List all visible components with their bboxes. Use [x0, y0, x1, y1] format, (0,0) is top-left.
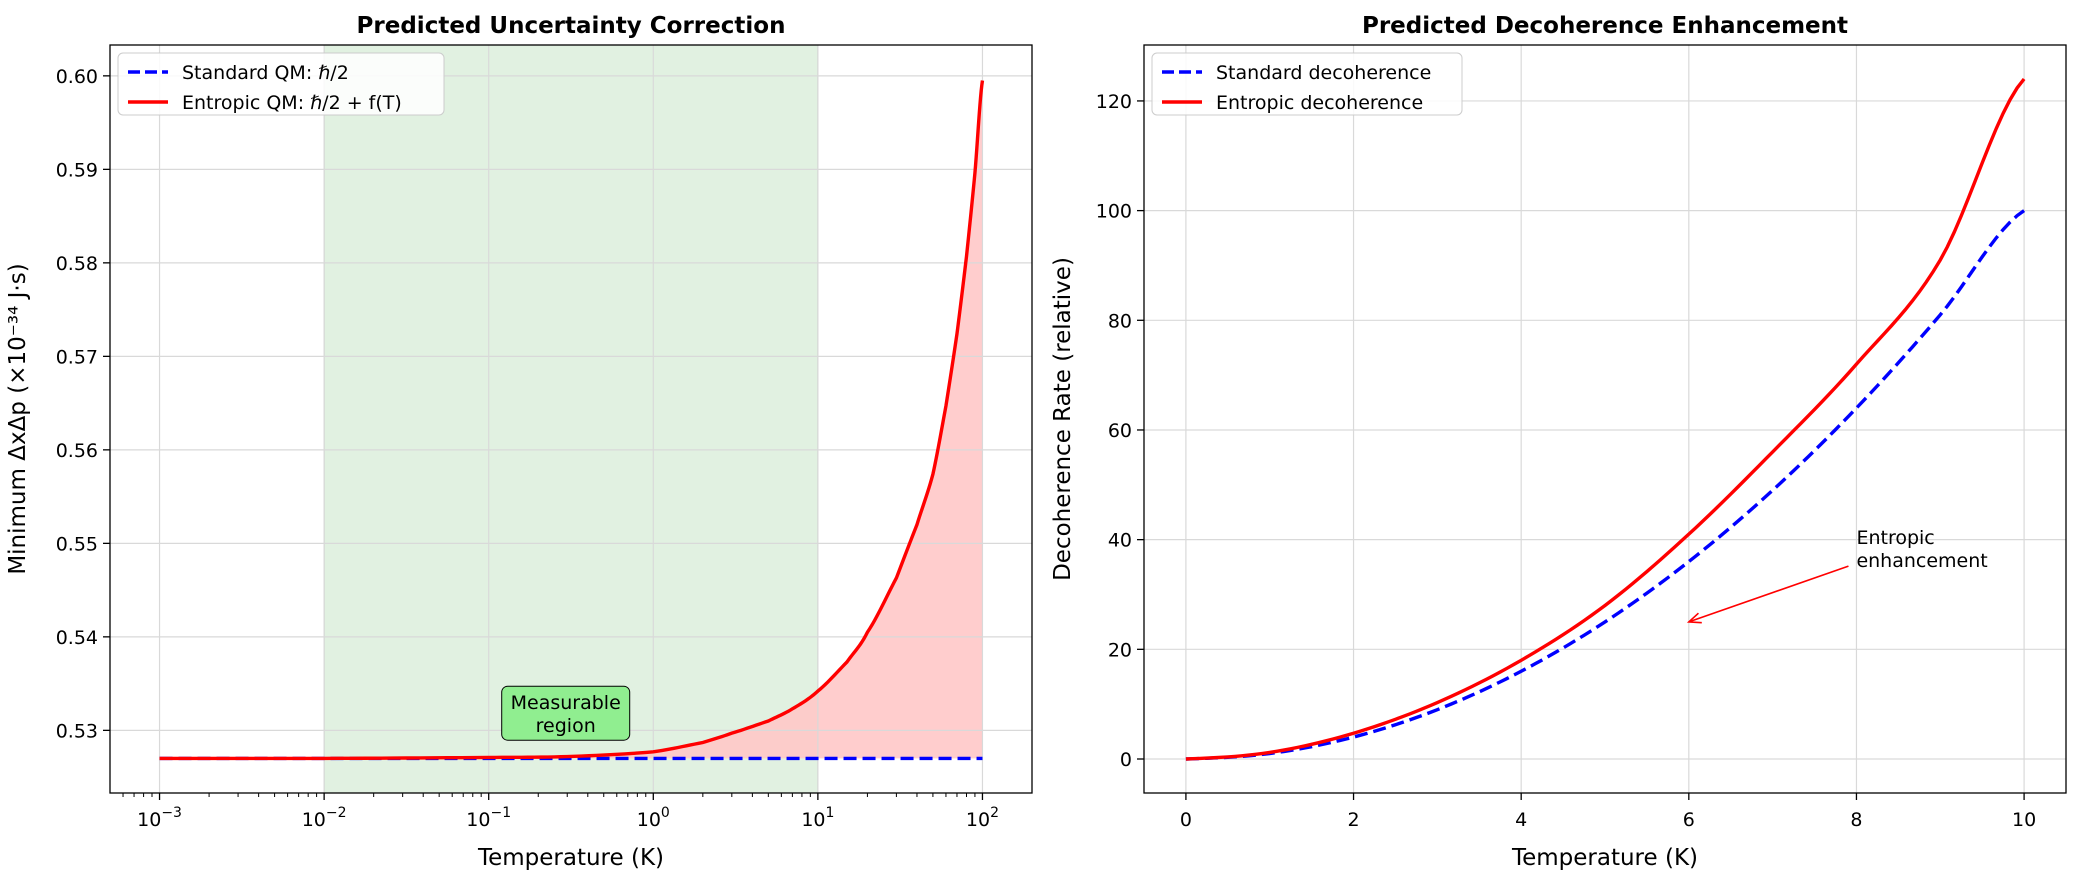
y-axis-label: Minimum ΔxΔp (×10⁻³⁴ J·s)	[5, 263, 31, 574]
axes-frame	[109, 44, 1033, 794]
series-line-standard	[1185, 209, 2026, 761]
x-tick-label: 10	[2012, 809, 2036, 831]
y-tick-label: 80	[1108, 310, 1132, 332]
legend-label: Entropic decoherence	[1216, 92, 1423, 114]
axes-frame	[1143, 44, 2067, 794]
y-tick-label: 0.60	[56, 66, 98, 88]
x-tick-label: 101	[801, 805, 834, 831]
x-tick-label: 10−3	[137, 805, 182, 831]
arrow-head	[1686, 612, 1702, 624]
x-tick-label: 2	[1347, 809, 1359, 831]
y-tick-label: 0.53	[56, 720, 98, 742]
annotation-text: enhancement	[1856, 550, 1987, 572]
x-ticks: 10−3 10−2 10−1 100 101 102	[122, 793, 999, 831]
y-tick-label: 60	[1108, 420, 1132, 442]
x-tick-label: 10−1	[466, 805, 511, 831]
y-tick-label: 0.57	[56, 346, 98, 368]
y-tick-label: 100	[1096, 201, 1132, 223]
uncertainty-chart: 10−3 10−2 10−1 100 101 102 0.530.540.550.560.…	[5, 13, 1033, 871]
y-tick-label: 40	[1108, 530, 1132, 552]
annotation-text: region	[536, 715, 596, 737]
x-ticks: 0 2 4 6 8 10	[1180, 793, 2036, 831]
series-line-entropic	[1185, 77, 2026, 761]
x-axis-label: Temperature (K)	[477, 845, 664, 871]
annotation-box	[501, 685, 631, 741]
y-tick-label: 20	[1108, 639, 1132, 661]
series-line-entropic	[159, 80, 985, 761]
y-ticks: 0.53 0.54 0.55 0.56 0.57 0.58 0.59 0.60	[56, 66, 110, 742]
grid-lines	[1144, 45, 2066, 793]
x-axis-label: Temperature (K)	[1511, 845, 1698, 871]
chart-title: Predicted Decoherence Enhancement	[1362, 13, 1848, 39]
annotation-text: Measurable	[511, 692, 621, 714]
legend: Standard QM: ℏ/2 Entropic QM: ℏ/2 + f(T)	[117, 52, 445, 116]
legend-label: Standard QM: ℏ/2	[182, 62, 349, 84]
series-lines	[1185, 77, 2026, 761]
shaded-band	[323, 44, 819, 794]
annotation-text: Entropic	[1856, 527, 1934, 549]
x-tick-label: 4	[1515, 809, 1527, 831]
annotation-arrow	[1688, 565, 1849, 623]
entropic-fill-between	[159, 80, 983, 759]
y-tick-label: 0.54	[56, 627, 98, 649]
x-tick-label: 0	[1180, 809, 1192, 831]
x-tick-label: 6	[1683, 809, 1695, 831]
legend-label: Standard decoherence	[1216, 62, 1431, 84]
y-axis-label: Decoherence Rate (relative)	[1050, 257, 1076, 581]
decoherence-chart: 0 2 4 6 8 10 0 20 40 60 80 100 120 Predicted Decohe…	[1050, 13, 2067, 871]
series-lines	[159, 80, 985, 761]
y-tick-label: 0.58	[56, 253, 98, 275]
legend-box	[1151, 52, 1463, 116]
y-tick-label: 0.56	[56, 440, 98, 462]
y-tick-label: 120	[1096, 91, 1132, 113]
fill-between-area	[159, 80, 983, 759]
legend-box	[117, 52, 445, 116]
y-tick-label: 0.59	[56, 159, 98, 181]
x-tick-label: 100	[637, 805, 670, 831]
x-tick-label: 102	[966, 805, 999, 831]
legend-label: Entropic QM: ℏ/2 + f(T)	[182, 92, 402, 114]
x-tick-label: 8	[1850, 809, 1862, 831]
y-tick-label: 0	[1120, 749, 1132, 771]
chart-title: Predicted Uncertainty Correction	[357, 13, 786, 39]
measurable-region-shading	[323, 44, 819, 794]
x-tick-label: 10−2	[302, 805, 347, 831]
y-tick-label: 0.55	[56, 533, 98, 555]
legend: Standard decoherence Entropic decoherence	[1151, 52, 1463, 116]
y-ticks: 0 20 40 60 80 100 120	[1096, 91, 1144, 771]
